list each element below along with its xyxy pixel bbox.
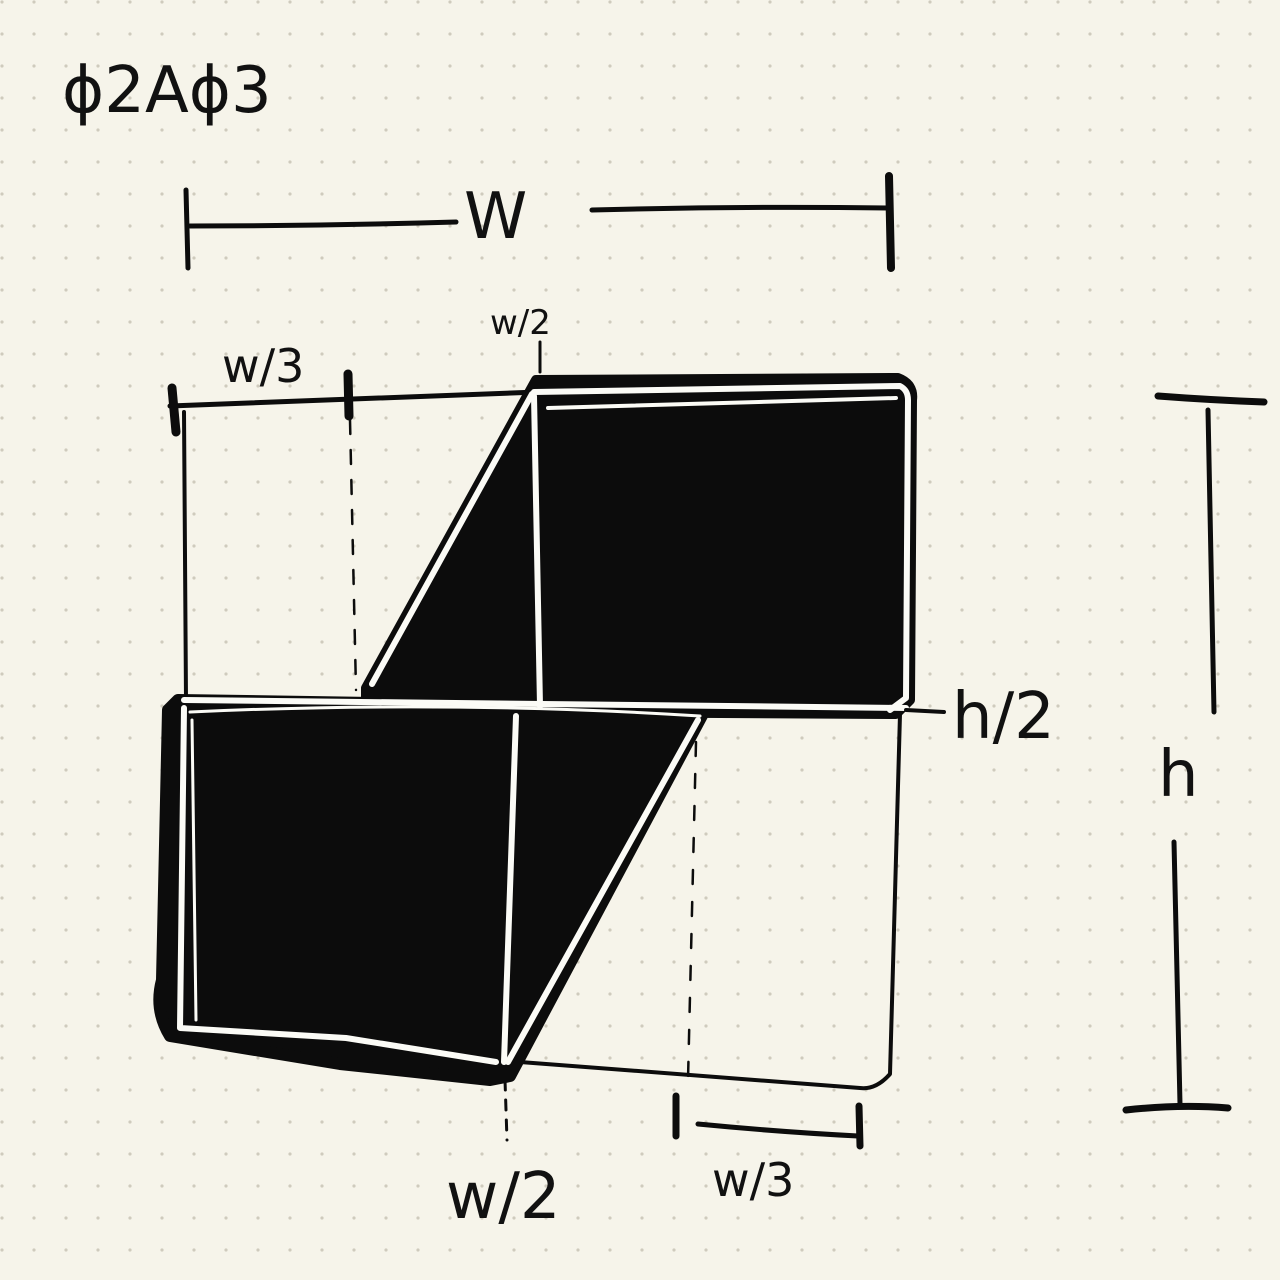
width-total-label: W [464, 180, 527, 254]
sketch-title: ϕ2Aϕ3 [62, 54, 272, 128]
height-half-label: h/2 [952, 680, 1055, 754]
width-half-bottom-label: w/2 [446, 1160, 561, 1234]
width-half-top-label: w/2 [490, 303, 551, 343]
width-third-bottom-dimension: w/3 [672, 1092, 864, 1207]
center-dashed-bottom [503, 1078, 509, 1142]
top-block-outline [369, 383, 911, 713]
dashed-guide-right [686, 740, 698, 1082]
width-third-top-label: w/3 [222, 339, 304, 393]
height-total-label: h [1158, 738, 1199, 812]
width-third-top-dimension: w/3 [167, 339, 541, 437]
height-dimension: h [1122, 392, 1268, 1114]
bottom-block-outline [177, 705, 701, 1065]
bottom-shaded-shape [153, 694, 712, 1086]
dashed-guide-left [348, 418, 358, 692]
width-third-bottom-label: w/3 [712, 1153, 794, 1207]
width-dimension: W [183, 172, 895, 272]
mid-line [181, 697, 946, 718]
